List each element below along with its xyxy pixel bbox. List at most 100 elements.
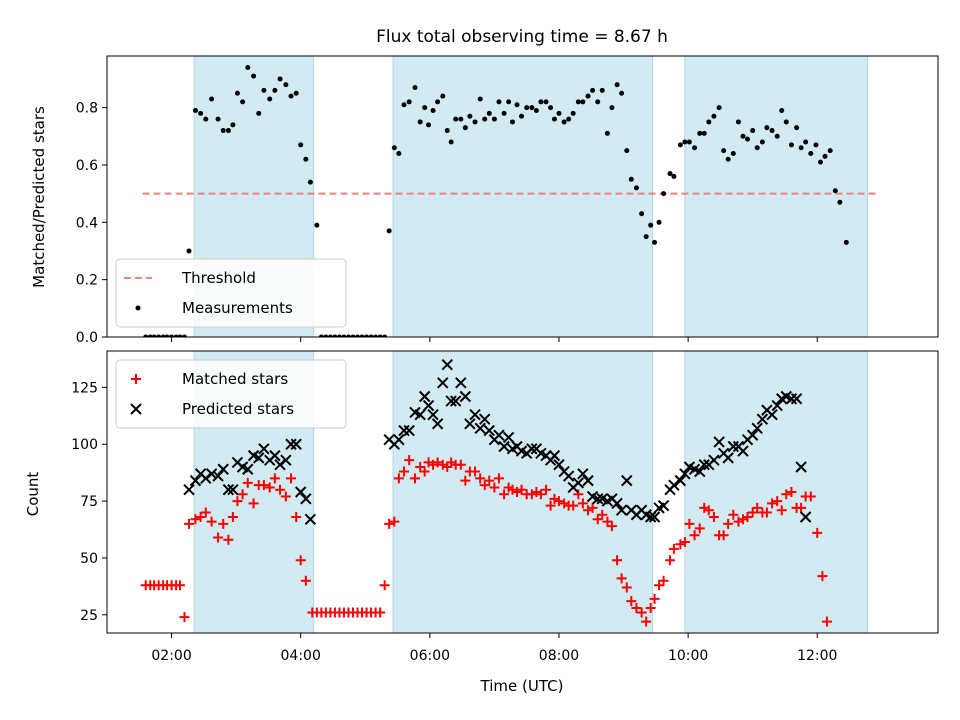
measurements-point <box>303 156 309 162</box>
measurements-point <box>740 133 746 139</box>
predicted-stars-point <box>479 413 491 425</box>
measurements-point <box>754 145 760 151</box>
measurements-point <box>561 119 567 125</box>
matched-stars-point <box>747 507 758 518</box>
matched-stars-point <box>587 502 598 513</box>
predicted-stars-point <box>422 399 435 412</box>
measurements-point <box>364 334 370 337</box>
predicted-stars-point <box>708 454 720 466</box>
measurements-point <box>566 116 572 122</box>
predicted-stars-point <box>746 429 759 441</box>
measurements-point <box>448 139 454 145</box>
measurements-point <box>730 150 736 156</box>
measurements-point <box>822 153 828 159</box>
predicted-stars-point <box>498 440 510 453</box>
legend-label-measurements: Measurements <box>182 299 293 317</box>
measurements-point <box>548 105 554 111</box>
legend-box <box>115 258 347 328</box>
predicted-stars-point <box>698 459 710 471</box>
matched-stars-point <box>195 512 206 523</box>
matched-stars-point <box>258 480 269 491</box>
measurements-point <box>318 334 324 337</box>
predicted-stars-point <box>217 463 229 475</box>
measurements-point <box>169 334 175 337</box>
matched-stars-point <box>767 498 778 509</box>
measurements-point <box>177 334 183 337</box>
predicted-stars-point <box>737 445 749 457</box>
matched-stars-point <box>384 518 395 529</box>
predicted-stars-point <box>679 468 691 480</box>
matched-stars-point <box>728 509 739 520</box>
predicted-stars-point <box>445 395 457 407</box>
measurements-point <box>843 239 849 245</box>
predicted-stars-point <box>205 468 218 480</box>
measurements-point <box>251 73 257 79</box>
measurements-point <box>298 142 304 148</box>
predicted-stars-point <box>464 418 476 430</box>
matched-stars-point <box>821 616 832 627</box>
matched-stars-point <box>200 507 211 518</box>
measurements-point <box>590 87 596 93</box>
matched-stars-point <box>399 466 410 477</box>
bottom-y-tick-label: 125 <box>71 380 98 396</box>
predicted-stars-point <box>269 449 281 462</box>
matched-stars-point <box>223 534 234 545</box>
measurements-point <box>198 110 204 116</box>
matched-stars-point <box>428 459 439 470</box>
legend-handle-measurements <box>135 305 141 311</box>
measurements-point <box>783 119 789 125</box>
measurements-point <box>538 99 544 105</box>
measurements-point <box>143 334 149 337</box>
matched-stars-point <box>654 580 665 591</box>
measurements-point <box>377 334 383 337</box>
matched-stars-point <box>419 466 430 477</box>
predicted-stars-point <box>258 443 270 455</box>
bottom-observing-window-3 <box>684 350 869 634</box>
x-tick-label: 02:00 <box>151 648 191 664</box>
top-observing-window-2 <box>392 55 654 338</box>
predicted-stars-point <box>795 461 807 473</box>
predicted-stars-point <box>285 438 297 450</box>
measurements-point <box>652 239 658 245</box>
measurements-point <box>406 99 412 105</box>
measurements-point <box>639 211 645 217</box>
matched-stars-point <box>616 573 627 584</box>
predicted-stars-point <box>493 429 505 441</box>
measurements-point <box>803 139 809 145</box>
measurements-point <box>556 110 562 116</box>
predicted-stars-point <box>674 474 687 487</box>
predicted-stars-point <box>294 486 307 498</box>
measurements-point <box>595 99 601 105</box>
predicted-stars-point <box>771 399 783 412</box>
matched-stars-point <box>264 482 275 493</box>
predicted-stars-point <box>189 474 202 487</box>
matched-stars-point <box>375 607 386 618</box>
predicted-stars-point <box>212 470 224 482</box>
measurements-point <box>293 90 299 96</box>
matched-stars-point <box>475 473 486 484</box>
measurements-point <box>173 334 179 337</box>
legend-handle-predicted-stars <box>130 403 142 415</box>
matched-stars-point <box>206 516 217 527</box>
measurements-point <box>444 128 450 134</box>
matched-stars-point <box>772 496 783 507</box>
top-axes-frame <box>106 55 939 338</box>
measurements-point <box>345 334 351 337</box>
x-tick-label: 08:00 <box>539 648 579 664</box>
predicted-stars-point <box>300 493 312 505</box>
top-data-points <box>143 64 849 337</box>
matched-stars-point <box>708 512 719 523</box>
predicted-stars-point <box>455 377 467 389</box>
measurements-point <box>181 334 187 337</box>
measurements-point <box>453 116 459 122</box>
chart-title: Flux total observing time = 8.67 h <box>376 27 668 47</box>
measurements-point <box>422 105 428 111</box>
legend-box <box>115 359 347 429</box>
matched-stars-point <box>455 459 466 470</box>
measurements-point <box>373 334 379 337</box>
matched-stars-point <box>190 514 201 525</box>
predicted-stars-point <box>694 465 706 478</box>
matched-stars-point <box>404 455 415 466</box>
top-y-tick-label: 0.8 <box>76 101 98 117</box>
top-observing-window-3 <box>684 55 869 338</box>
